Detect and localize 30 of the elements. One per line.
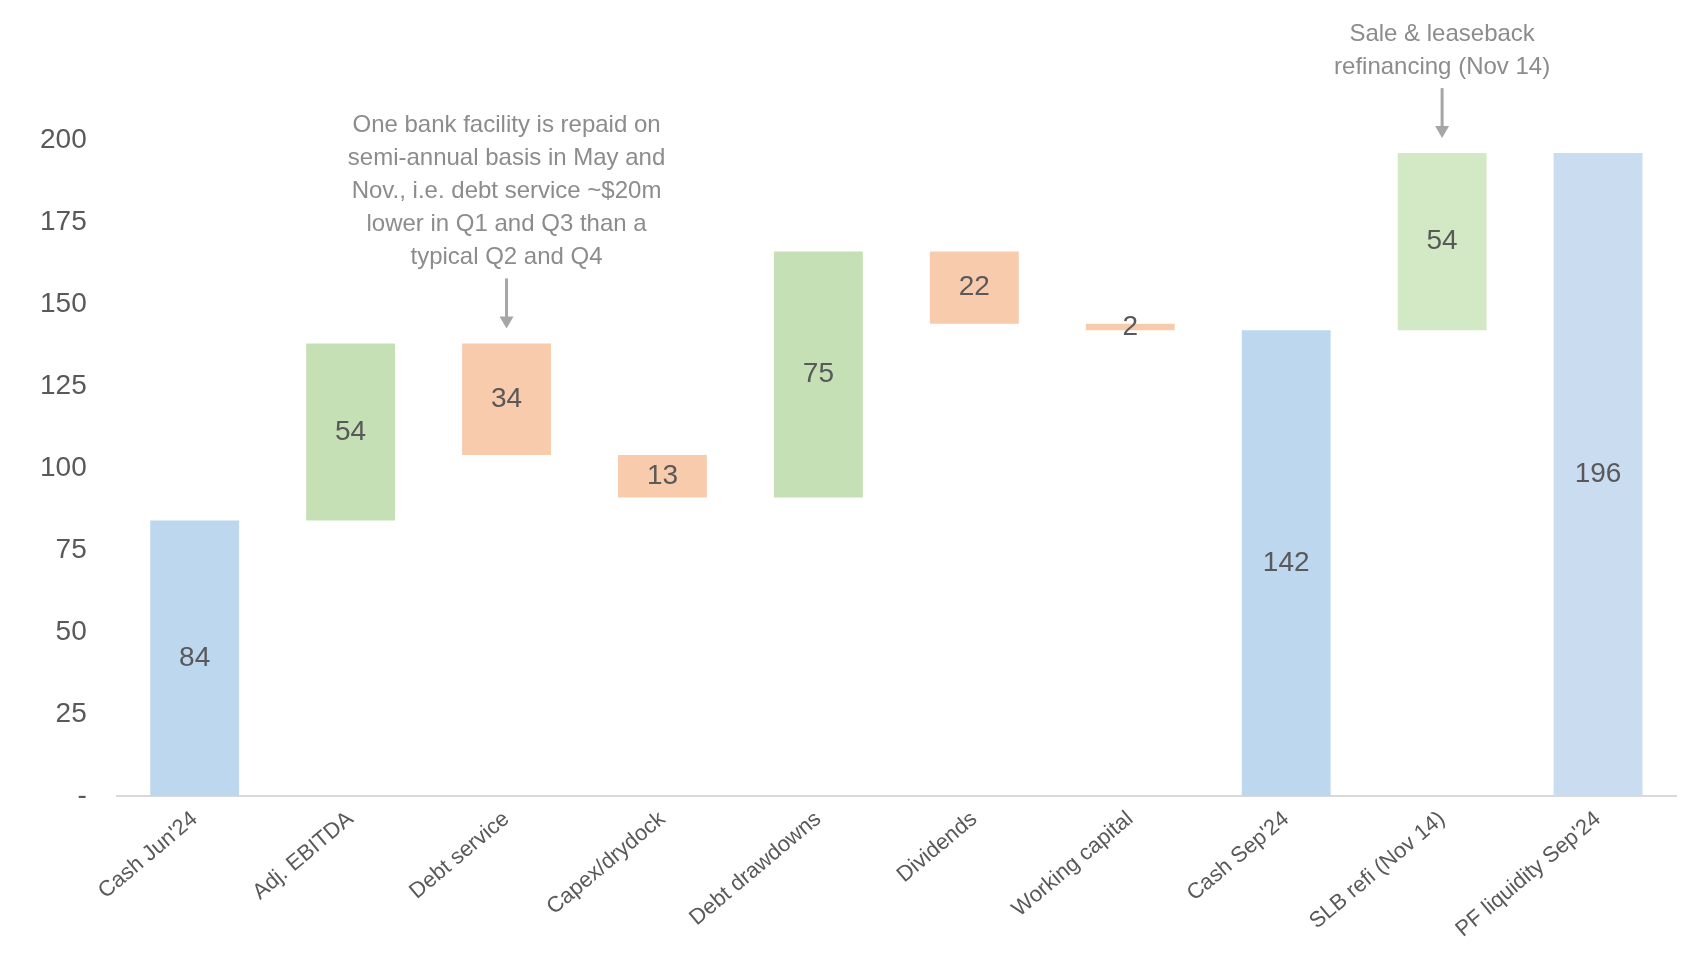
bar <box>306 343 396 521</box>
bar <box>1397 153 1487 331</box>
bar <box>773 251 863 498</box>
data-label: 54 <box>335 414 367 446</box>
data-label: 22 <box>958 270 990 302</box>
data-label: 84 <box>179 641 211 673</box>
data-label: 196 <box>1574 457 1622 489</box>
y-tick-label: 75 <box>55 532 87 564</box>
data-label: 54 <box>1426 224 1458 256</box>
data-label: 34 <box>490 381 523 413</box>
text: Sale & leaseback refinancing (Nov 14) <box>1334 19 1551 80</box>
y-tick-label: 50 <box>55 614 87 646</box>
y-tick-label: 200 <box>40 122 87 154</box>
bar <box>929 251 1019 324</box>
data-label: 13 <box>646 458 679 490</box>
y-tick-label: - <box>77 778 87 810</box>
y-tick-label: 125 <box>40 368 87 400</box>
bar <box>150 520 240 797</box>
bar <box>1553 153 1643 797</box>
y-tick-label: 100 <box>40 450 87 482</box>
annotation: One bank facility is repaid on semi-annual basis in May and Nov., i.e. debt service ~$20m lower in Q1 and Q3 than a typical Q2 and Q4 <box>347 110 666 270</box>
data-label: 75 <box>802 357 834 389</box>
bar <box>618 454 707 498</box>
y-tick-label: 175 <box>40 204 87 236</box>
y-tick-label: 25 <box>55 696 87 728</box>
data-label: 142 <box>1262 545 1310 577</box>
y-tick-label: 150 <box>40 286 87 318</box>
bar <box>1241 330 1331 797</box>
data-label: 2 <box>1122 309 1139 341</box>
bar <box>462 343 551 455</box>
